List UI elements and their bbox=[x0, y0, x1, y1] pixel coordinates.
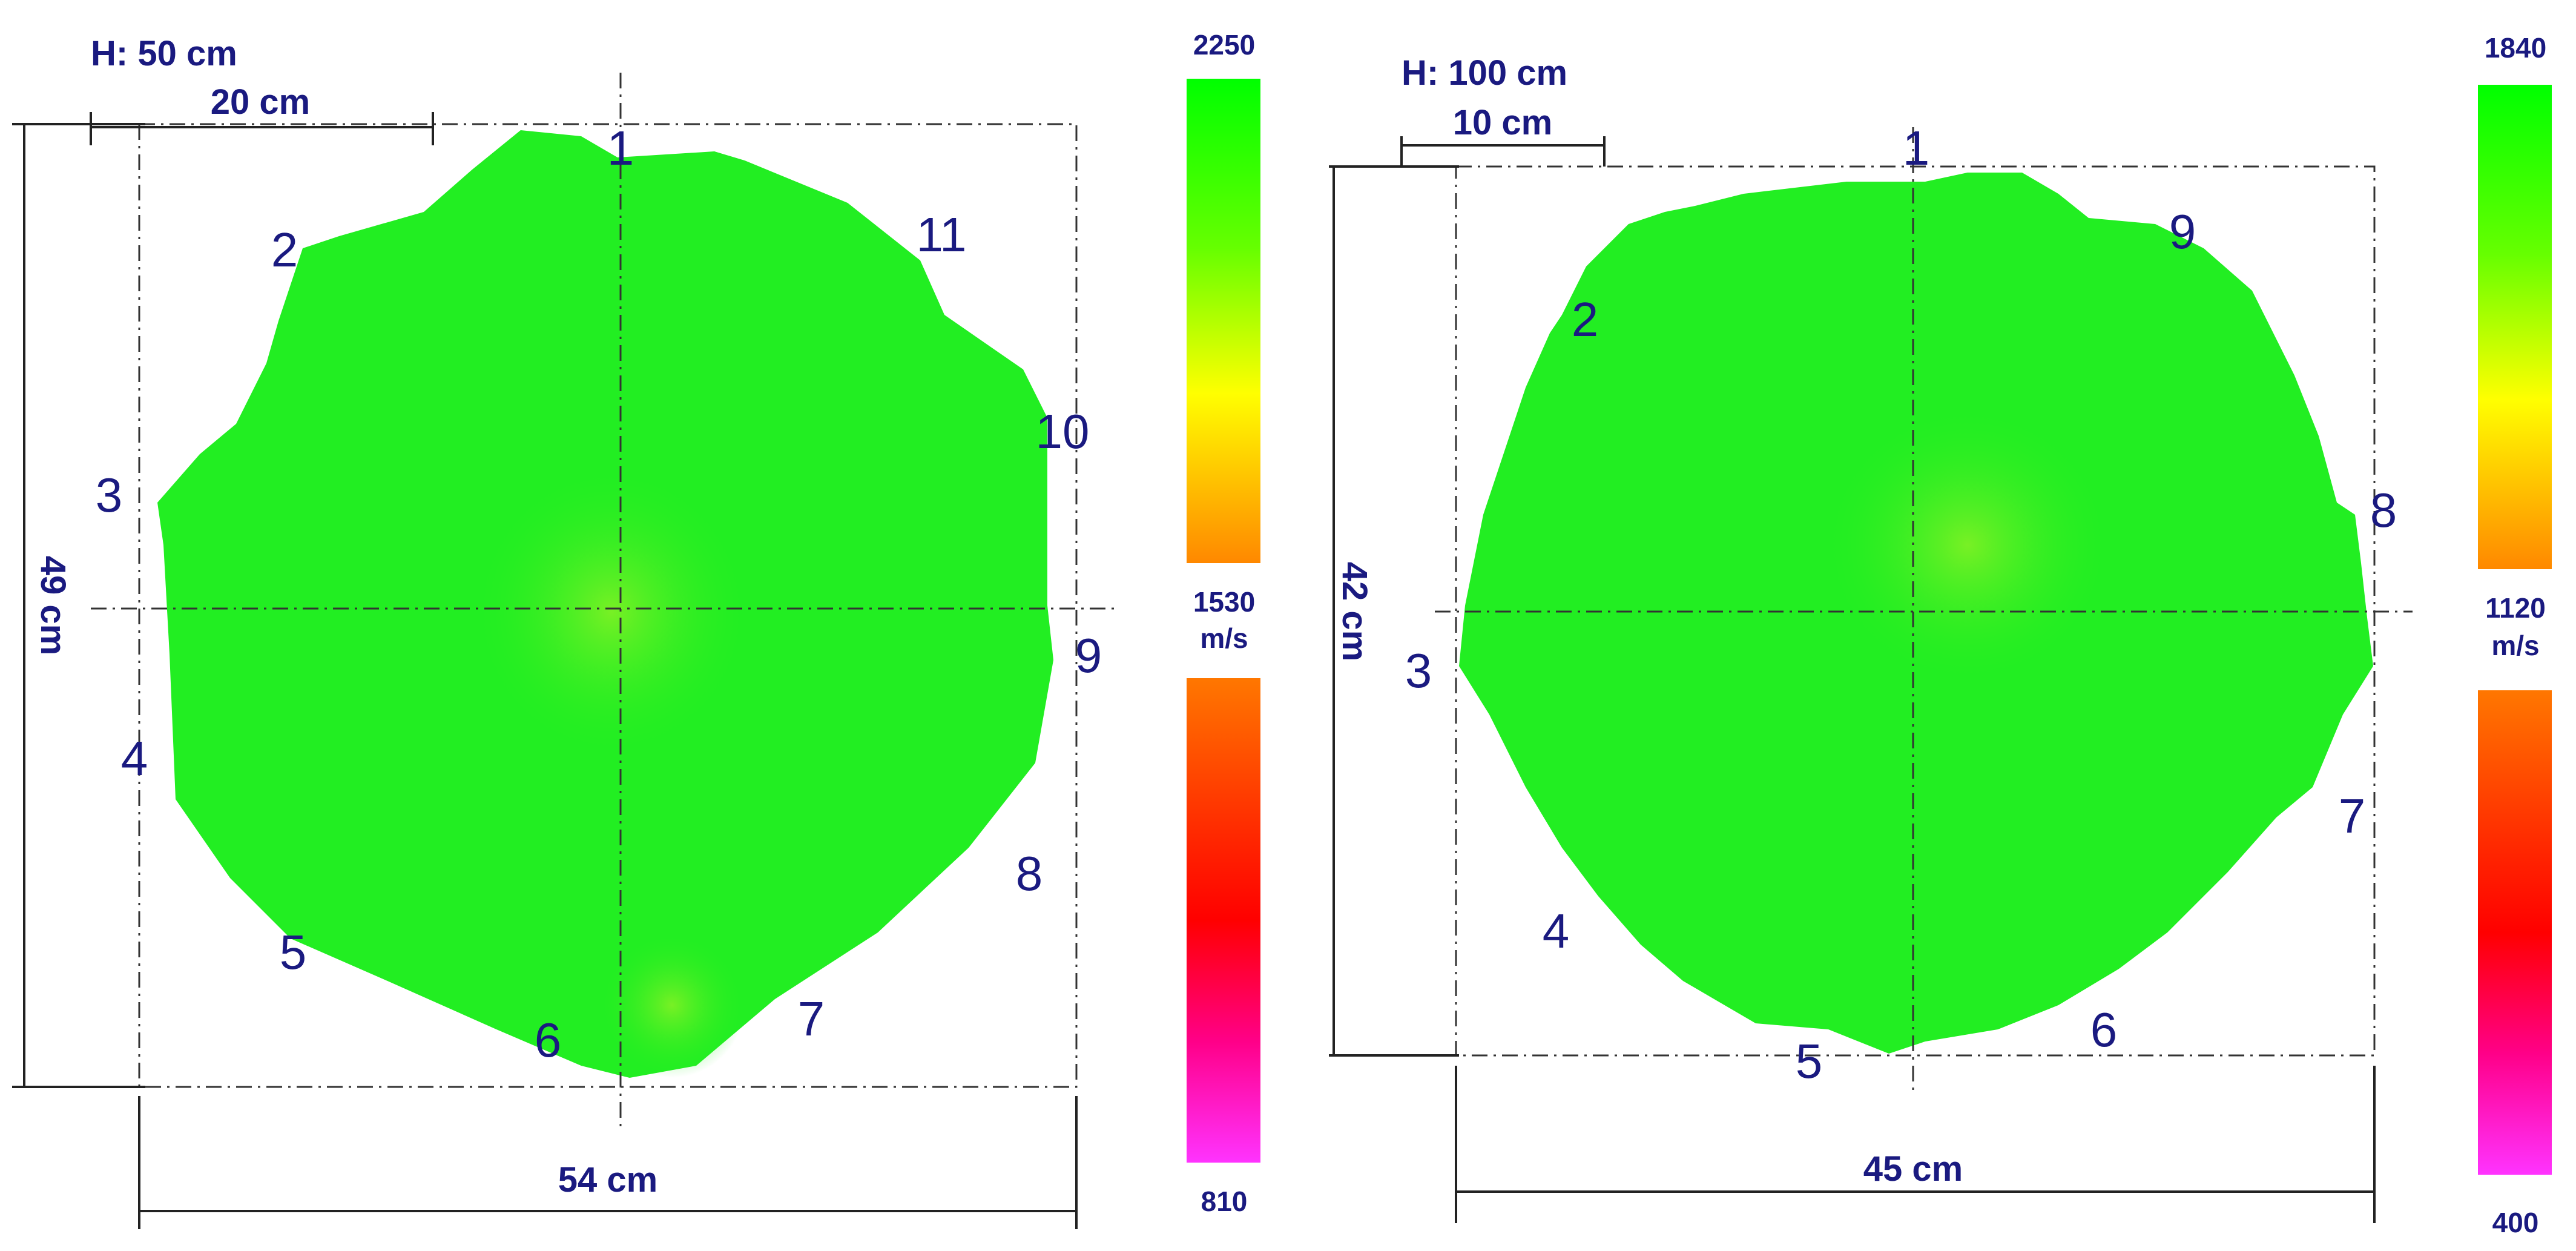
point-label: 1 bbox=[1903, 121, 1930, 175]
scale-label: 10 cm bbox=[1453, 103, 1552, 142]
anomaly-zone bbox=[1822, 406, 2113, 684]
depth-label: 49 cm bbox=[33, 556, 73, 655]
colorbar-min-label: 400 bbox=[2492, 1207, 2539, 1238]
right-panel: H: 100 cm 10 cm 45 cm 42 cm 1 2 3 4 5 6 … bbox=[1329, 32, 2552, 1238]
colorbar-upper bbox=[2478, 85, 2552, 569]
colorbar-unit-label: m/s bbox=[1200, 622, 1248, 654]
colorbar-min-label: 810 bbox=[1201, 1186, 1248, 1217]
colorbar-unit-label: m/s bbox=[2491, 630, 2539, 661]
point-label: 9 bbox=[1075, 629, 1102, 682]
width-dimension bbox=[138, 1096, 1078, 1229]
point-label: 2 bbox=[271, 223, 298, 277]
point-label: 5 bbox=[1796, 1034, 1823, 1088]
width-label: 54 cm bbox=[558, 1160, 657, 1200]
point-label: 11 bbox=[916, 208, 966, 262]
bounding-box bbox=[138, 123, 1078, 1088]
left-panel: H: 50 cm 20 cm 54 cm 49 cm 1 2 3 4 5 6 7… bbox=[12, 29, 1260, 1229]
scale-label: 20 cm bbox=[211, 82, 310, 122]
point-label: 8 bbox=[2370, 483, 2397, 537]
point-label: 2 bbox=[1572, 292, 1599, 346]
colorbar-upper bbox=[1187, 79, 1260, 563]
scale-dimension bbox=[90, 112, 434, 145]
point-label: 7 bbox=[2339, 789, 2366, 843]
point-label: 9 bbox=[2169, 205, 2196, 259]
scale-dimension bbox=[1400, 136, 1606, 167]
point-label: 6 bbox=[535, 1013, 562, 1067]
colorbar-max-label: 1840 bbox=[2485, 32, 2546, 64]
width-label: 45 cm bbox=[1863, 1149, 1963, 1189]
point-label: 8 bbox=[1016, 847, 1043, 900]
point-label: 3 bbox=[96, 468, 123, 522]
colorbar-lower bbox=[1187, 678, 1260, 1163]
colorbar-mid-label: 1120 bbox=[2485, 592, 2546, 624]
height-label: H: 100 cm bbox=[1402, 53, 1567, 93]
point-label: 4 bbox=[1543, 904, 1570, 958]
colorbar-max-label: 2250 bbox=[1193, 29, 1255, 61]
point-label: 7 bbox=[798, 992, 825, 1046]
width-dimension bbox=[1455, 1066, 2376, 1223]
colorbar-mid-label: 1530 bbox=[1193, 586, 1255, 618]
height-label: H: 50 cm bbox=[91, 34, 237, 73]
point-label: 4 bbox=[121, 731, 148, 785]
point-label: 5 bbox=[280, 925, 307, 979]
depth-label: 42 cm bbox=[1335, 562, 1374, 661]
colorbar-lower bbox=[2478, 690, 2552, 1175]
point-label: 3 bbox=[1405, 644, 1432, 698]
point-label: 10 bbox=[1036, 404, 1090, 458]
point-label: 1 bbox=[607, 121, 634, 175]
point-label: 6 bbox=[2090, 1003, 2118, 1057]
anomaly-zone bbox=[472, 466, 751, 757]
depth-dimension bbox=[12, 123, 145, 1088]
anomaly-zone bbox=[599, 932, 745, 1078]
depth-dimension bbox=[1329, 165, 1459, 1057]
